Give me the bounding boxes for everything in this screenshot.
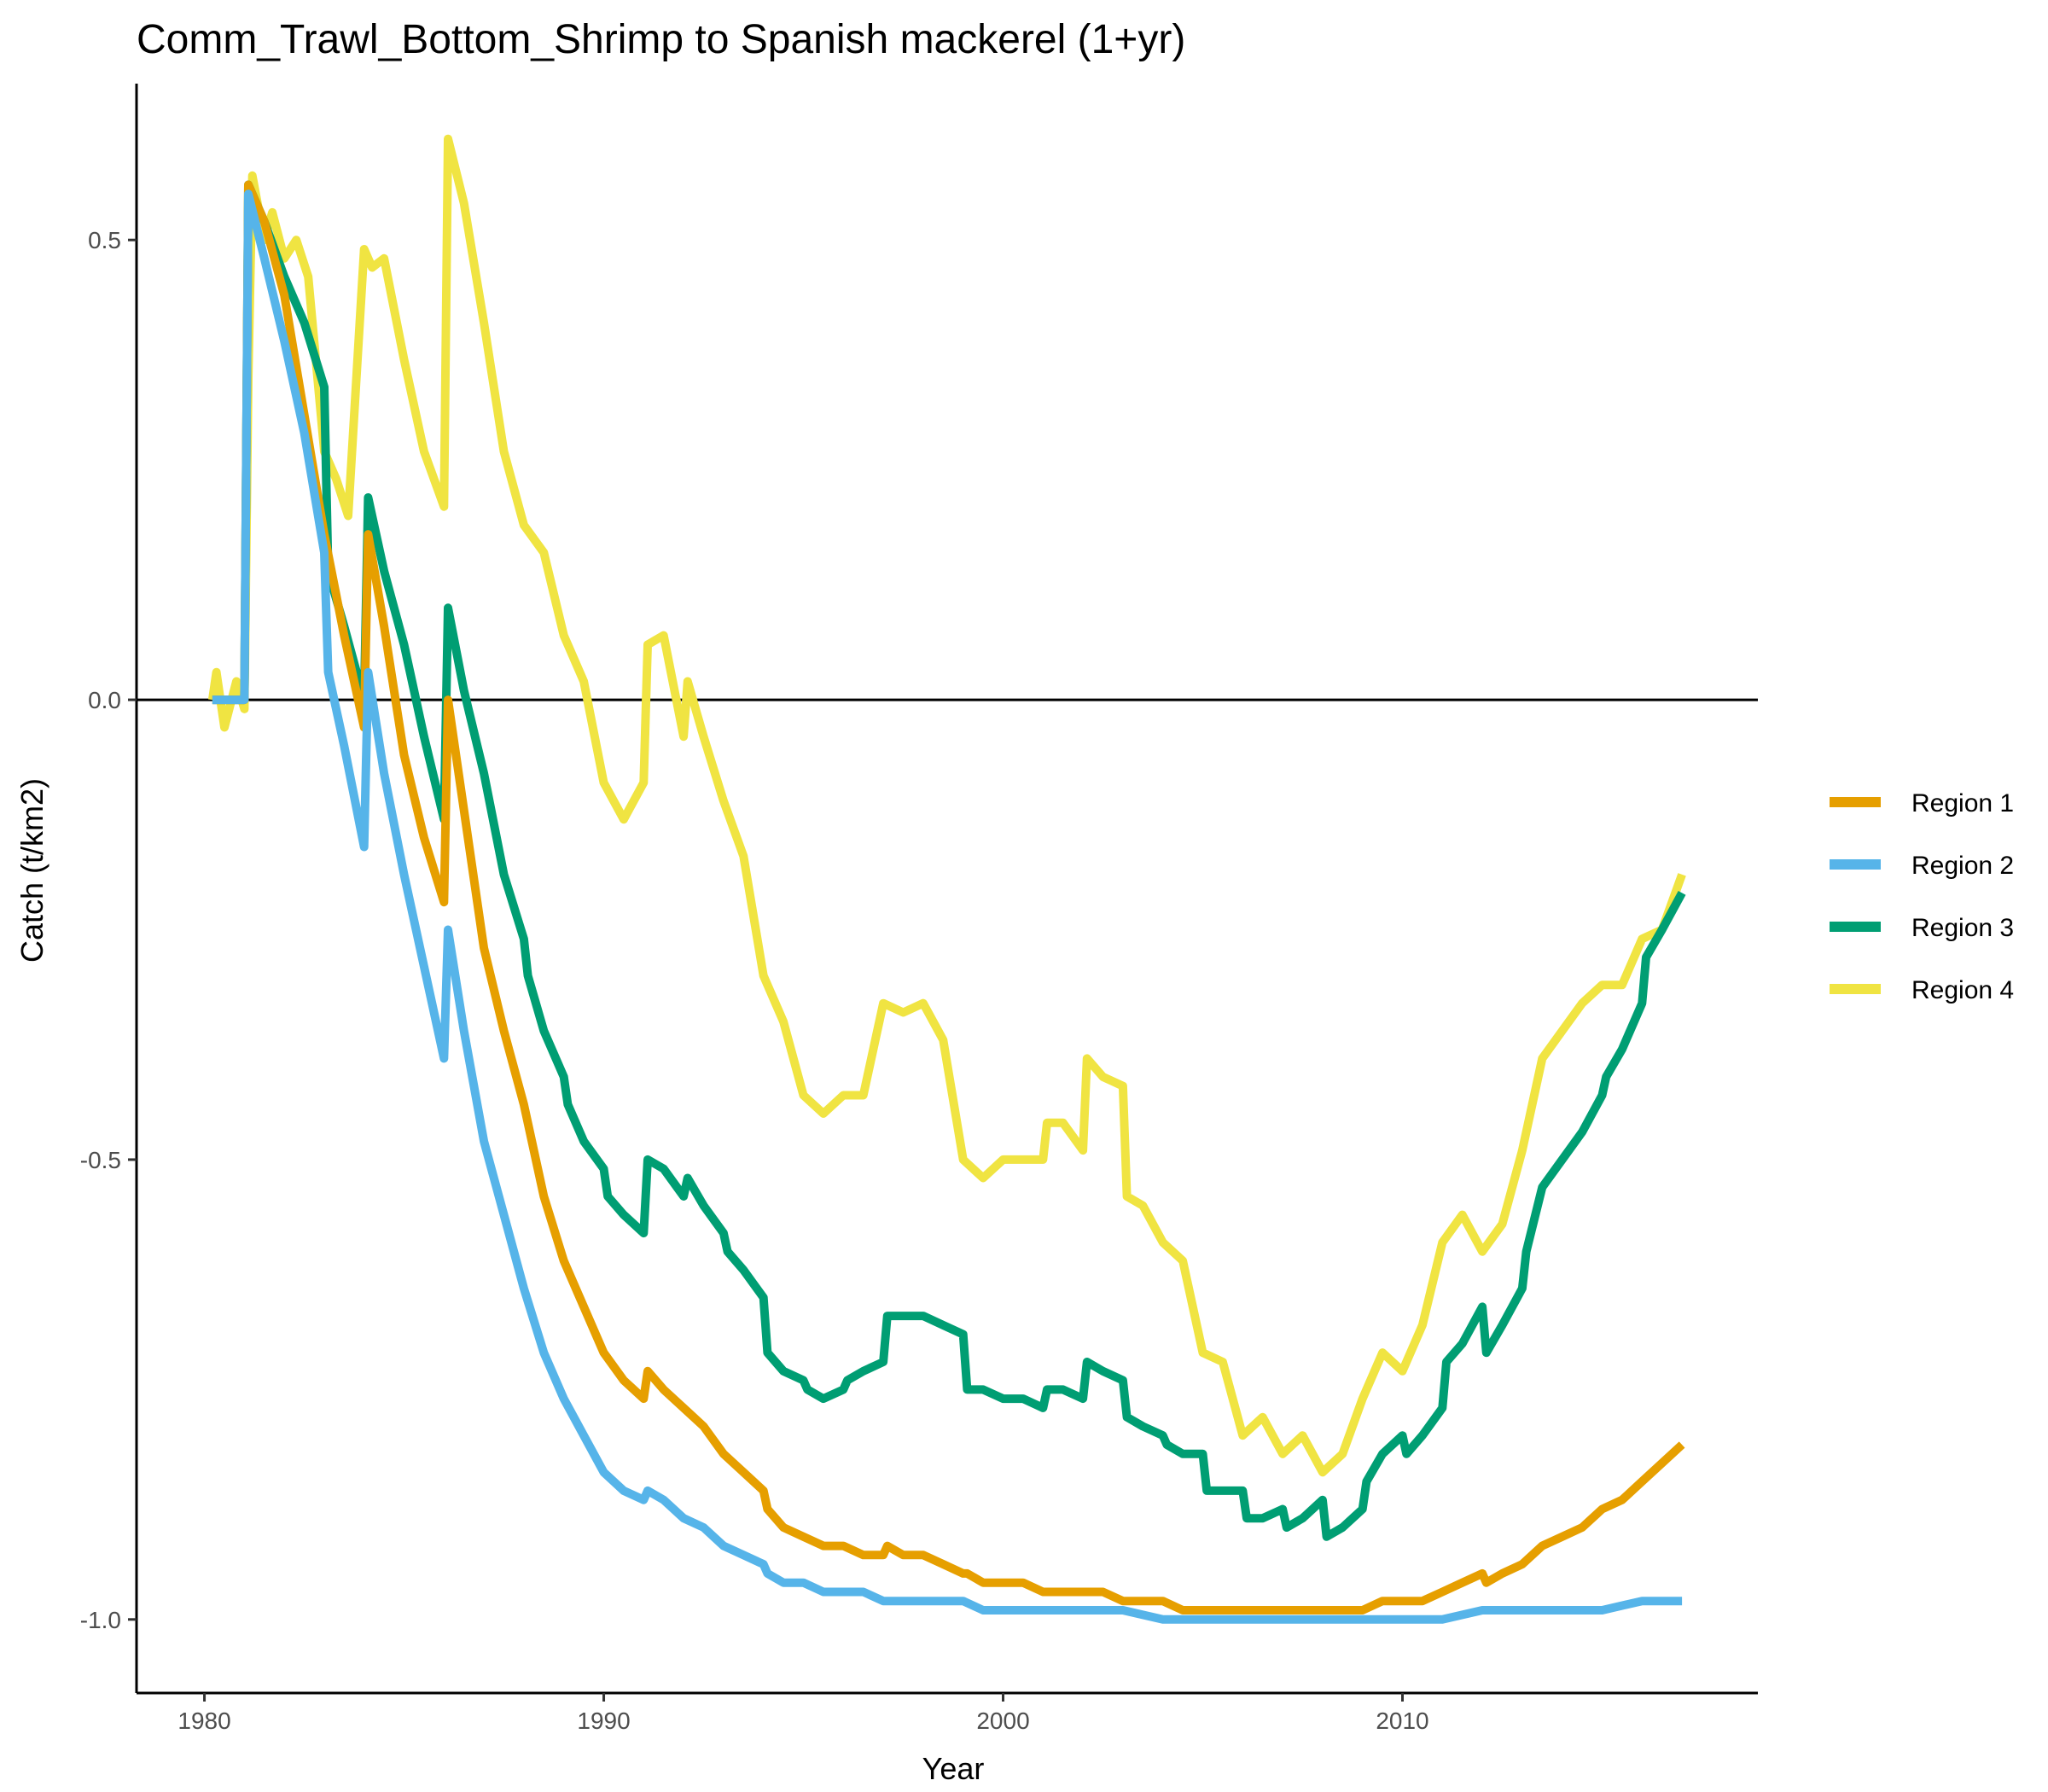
y-axis-title: Catch (t/km2) <box>15 778 49 963</box>
x-tick-label: 2000 <box>976 1708 1029 1734</box>
series-line-region-1 <box>212 180 1685 1615</box>
y-axis-ticks: -1.0 -0.5 0.0 0.5 <box>80 227 137 1633</box>
x-tick-label: 2010 <box>1376 1708 1428 1734</box>
y-tick-label: -0.5 <box>80 1147 121 1173</box>
x-tick-label: 1980 <box>177 1708 230 1734</box>
y-tick-label: 0.0 <box>88 687 121 713</box>
legend-label-region-3: Region 3 <box>1911 914 2014 942</box>
legend-label-region-4: Region 4 <box>1911 976 2014 1004</box>
legend: Region 1 Region 2 Region 3 Region 4 <box>1830 789 2014 1004</box>
legend-label-region-2: Region 2 <box>1911 852 2014 880</box>
x-axis-title: Year <box>922 1751 985 1786</box>
series-line-region-2 <box>212 189 1683 1624</box>
plot-area <box>135 84 1758 1695</box>
series-line-region-3 <box>212 180 1686 1541</box>
y-tick-label: -1.0 <box>80 1607 121 1633</box>
series-layer <box>207 134 1686 1624</box>
series-line-region-4 <box>207 134 1686 1477</box>
y-tick-label: 0.5 <box>88 227 121 253</box>
x-axis-ticks: 1980 1990 2000 2010 <box>177 1693 1429 1734</box>
x-tick-label: 1990 <box>577 1708 630 1734</box>
legend-label-region-1: Region 1 <box>1911 789 2014 817</box>
chart-title: Comm_Trawl_Bottom_Shrimp to Spanish mack… <box>137 17 1185 62</box>
